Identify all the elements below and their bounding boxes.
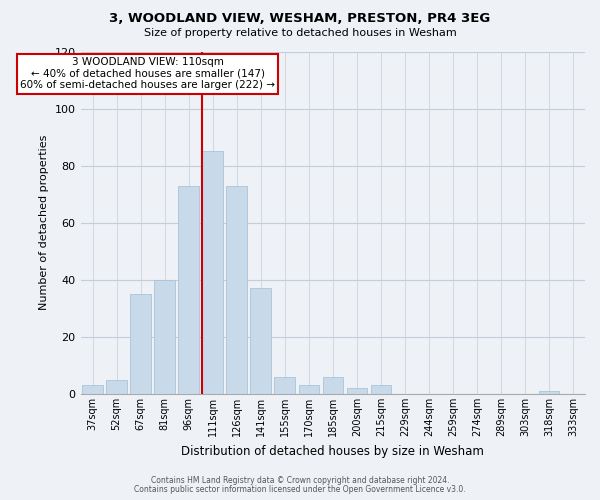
Bar — [154, 280, 175, 394]
Bar — [323, 377, 343, 394]
Text: 3 WOODLAND VIEW: 110sqm
← 40% of detached houses are smaller (147)
60% of semi-d: 3 WOODLAND VIEW: 110sqm ← 40% of detache… — [20, 57, 275, 90]
Bar — [299, 386, 319, 394]
Y-axis label: Number of detached properties: Number of detached properties — [39, 135, 49, 310]
Bar — [371, 386, 391, 394]
Text: Size of property relative to detached houses in Wesham: Size of property relative to detached ho… — [143, 28, 457, 38]
X-axis label: Distribution of detached houses by size in Wesham: Distribution of detached houses by size … — [181, 444, 484, 458]
Bar — [274, 377, 295, 394]
Text: Contains public sector information licensed under the Open Government Licence v3: Contains public sector information licen… — [134, 485, 466, 494]
Bar — [178, 186, 199, 394]
Bar — [539, 391, 559, 394]
Bar — [226, 186, 247, 394]
Bar — [130, 294, 151, 394]
Text: 3, WOODLAND VIEW, WESHAM, PRESTON, PR4 3EG: 3, WOODLAND VIEW, WESHAM, PRESTON, PR4 3… — [109, 12, 491, 26]
Bar — [82, 386, 103, 394]
Bar — [106, 380, 127, 394]
Bar — [202, 152, 223, 394]
Bar — [347, 388, 367, 394]
Text: Contains HM Land Registry data © Crown copyright and database right 2024.: Contains HM Land Registry data © Crown c… — [151, 476, 449, 485]
Bar — [250, 288, 271, 394]
